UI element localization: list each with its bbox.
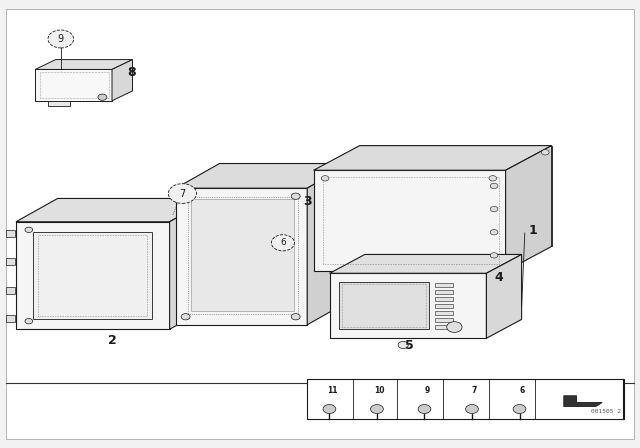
Polygon shape [330,273,486,338]
Circle shape [490,207,498,212]
FancyBboxPatch shape [6,9,634,439]
Circle shape [291,193,300,199]
Text: 6: 6 [520,386,525,395]
Bar [435,311,453,315]
Polygon shape [33,232,152,319]
Circle shape [291,314,300,320]
Polygon shape [339,282,429,329]
Polygon shape [176,164,351,188]
Text: 7: 7 [472,386,477,395]
Circle shape [447,322,462,332]
Circle shape [489,176,497,181]
Circle shape [321,176,329,181]
Polygon shape [564,396,602,406]
Polygon shape [360,146,552,246]
Bar [6,258,15,265]
Polygon shape [48,101,70,106]
Polygon shape [176,188,307,325]
Bar [435,290,453,294]
Text: 2: 2 [108,334,116,347]
Polygon shape [58,198,211,306]
Text: 7: 7 [179,189,186,198]
Circle shape [541,150,549,155]
Text: 5: 5 [405,339,414,353]
Bar [6,230,15,237]
Bar [6,315,15,322]
Circle shape [490,183,498,189]
Circle shape [398,341,408,349]
Bar [435,325,453,329]
Text: 4: 4 [495,271,504,284]
Text: 3: 3 [303,195,312,208]
Bar [435,318,453,322]
Text: 10: 10 [374,386,385,395]
Bar [6,287,15,294]
Polygon shape [35,60,132,69]
Circle shape [490,253,498,258]
Bar [307,379,624,419]
Text: 11: 11 [327,386,337,395]
Polygon shape [330,254,522,273]
Polygon shape [112,60,132,101]
Circle shape [25,319,33,324]
Circle shape [418,405,431,414]
Circle shape [513,405,526,414]
Polygon shape [16,198,211,222]
Text: 9: 9 [58,34,64,44]
Bar [435,304,453,308]
Circle shape [371,405,383,414]
Circle shape [490,229,498,235]
Polygon shape [314,146,552,170]
Circle shape [168,184,196,203]
Polygon shape [170,198,211,329]
Polygon shape [314,170,506,271]
Polygon shape [220,164,351,300]
Circle shape [25,227,33,233]
Polygon shape [506,146,552,271]
Circle shape [181,314,190,320]
Text: 8: 8 [127,66,136,79]
Bar [435,297,453,301]
Circle shape [323,405,336,414]
Polygon shape [191,199,294,311]
Text: 6: 6 [280,238,285,247]
Circle shape [181,193,190,199]
Circle shape [466,405,479,414]
Bar [435,283,453,287]
Text: 9: 9 [424,386,429,395]
Circle shape [98,94,107,100]
Circle shape [271,235,294,251]
Polygon shape [16,222,170,329]
Text: 1: 1 [529,224,538,237]
Polygon shape [307,164,351,325]
Circle shape [48,30,74,48]
Polygon shape [35,69,112,101]
Text: 001505 2: 001505 2 [591,409,621,414]
Polygon shape [486,254,522,338]
